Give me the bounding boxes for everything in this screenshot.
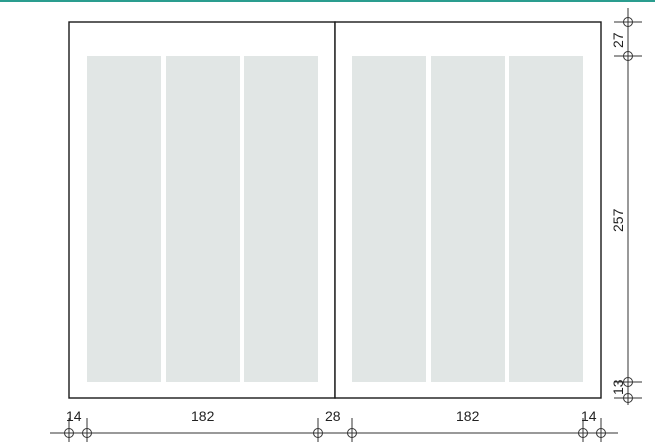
dim-text-height: 257: [610, 208, 626, 232]
registration-mark-icon: [623, 393, 633, 403]
dim-outer-margin-right: 14: [581, 408, 597, 424]
right-page-column-1: [352, 56, 426, 382]
vertical-dimension-line: [614, 8, 642, 405]
registration-mark-icon: [623, 17, 633, 27]
registration-mark-icon: [64, 428, 74, 438]
dim-top-margin: 27: [610, 32, 626, 48]
right-page-column-3: [509, 56, 583, 382]
registration-mark-icon: [596, 428, 606, 438]
dim-gutter: 28: [325, 408, 341, 424]
horizontal-dimension-line: [50, 418, 618, 442]
registration-mark-icon: [623, 377, 633, 387]
dim-text-width-right: 182: [456, 408, 480, 424]
accent-top-bar: [0, 0, 655, 2]
left-page-column-1: [87, 56, 161, 382]
registration-mark-icon: [347, 428, 357, 438]
dim-outer-margin-left: 14: [66, 408, 82, 424]
registration-mark-icon: [578, 428, 588, 438]
left-page-column-2: [166, 56, 240, 382]
registration-mark-icon: [82, 428, 92, 438]
left-page-column-3: [244, 56, 318, 382]
right-page-column-2: [431, 56, 505, 382]
dim-text-width-left: 182: [191, 408, 215, 424]
dim-bottom-margin: 13: [610, 379, 626, 395]
registration-mark-icon: [623, 51, 633, 61]
registration-mark-icon: [313, 428, 323, 438]
